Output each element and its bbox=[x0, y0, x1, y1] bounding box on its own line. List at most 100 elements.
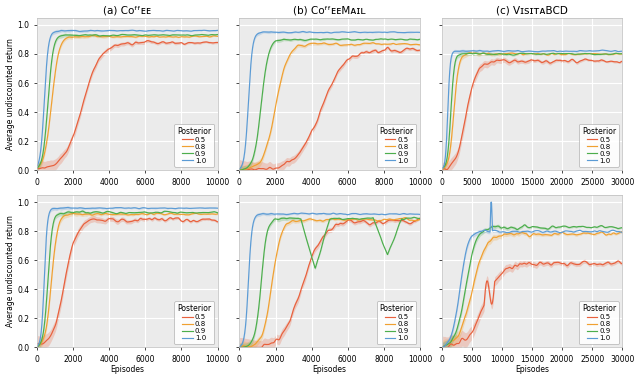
Y-axis label: Average undiscounted return: Average undiscounted return bbox=[6, 215, 15, 327]
Legend: 0.5, 0.8, 0.9, 1.0: 0.5, 0.8, 0.9, 1.0 bbox=[377, 124, 417, 166]
1.0 bbox=[511, 229, 519, 234]
0.9 bbox=[518, 51, 525, 55]
1.0 bbox=[33, 164, 41, 169]
Line: 0.9: 0.9 bbox=[239, 39, 420, 170]
0.9 bbox=[511, 52, 519, 57]
1.0 bbox=[236, 345, 243, 349]
0.8 bbox=[157, 211, 165, 216]
X-axis label: Episodes: Episodes bbox=[313, 366, 347, 374]
Legend: 0.5, 0.8, 0.9, 1.0: 0.5, 0.8, 0.9, 1.0 bbox=[377, 301, 417, 344]
1.0 bbox=[33, 344, 41, 348]
0.8 bbox=[579, 52, 586, 56]
1.0 bbox=[157, 206, 165, 211]
0.9 bbox=[315, 254, 323, 259]
0.5 bbox=[562, 59, 570, 63]
0.5 bbox=[581, 57, 589, 61]
Legend: 0.5, 0.8, 0.9, 1.0: 0.5, 0.8, 0.9, 1.0 bbox=[579, 301, 619, 344]
0.5 bbox=[308, 127, 316, 132]
0.5 bbox=[254, 166, 262, 171]
0.5 bbox=[562, 263, 570, 267]
1.0 bbox=[562, 49, 570, 53]
0.9 bbox=[33, 345, 41, 349]
0.9 bbox=[380, 243, 387, 247]
0.9 bbox=[214, 211, 221, 215]
1.0 bbox=[298, 211, 305, 215]
1.0 bbox=[360, 212, 367, 216]
Line: 0.8: 0.8 bbox=[37, 35, 218, 168]
0.9 bbox=[157, 211, 165, 215]
0.8 bbox=[52, 241, 60, 245]
0.5 bbox=[376, 49, 384, 54]
0.8 bbox=[380, 42, 388, 46]
0.5 bbox=[214, 220, 221, 224]
0.9 bbox=[579, 52, 586, 56]
0.5 bbox=[518, 59, 525, 63]
0.9 bbox=[52, 39, 60, 44]
1.0 bbox=[582, 229, 590, 234]
0.8 bbox=[466, 51, 474, 55]
0.8 bbox=[401, 215, 409, 220]
1.0 bbox=[376, 30, 384, 35]
0.8 bbox=[308, 217, 316, 222]
1.0 bbox=[236, 167, 243, 171]
0.8 bbox=[511, 51, 519, 56]
0.9 bbox=[177, 33, 185, 37]
0.9 bbox=[315, 37, 323, 42]
0.5 bbox=[106, 46, 114, 51]
1.0 bbox=[456, 285, 464, 289]
1.0 bbox=[376, 212, 384, 217]
0.9 bbox=[174, 33, 182, 37]
0.5 bbox=[582, 259, 589, 264]
0.9 bbox=[33, 166, 41, 170]
0.8 bbox=[360, 41, 367, 46]
0.8 bbox=[239, 168, 246, 172]
0.9 bbox=[562, 224, 570, 228]
0.9 bbox=[214, 32, 221, 37]
0.9 bbox=[174, 211, 182, 215]
Line: 0.8: 0.8 bbox=[239, 218, 420, 347]
1.0 bbox=[214, 28, 221, 33]
1.0 bbox=[316, 30, 323, 35]
Line: 1.0: 1.0 bbox=[239, 213, 420, 347]
Line: 0.8: 0.8 bbox=[442, 53, 622, 170]
Line: 0.8: 0.8 bbox=[239, 43, 420, 170]
0.5 bbox=[315, 113, 323, 118]
1.0 bbox=[177, 206, 185, 211]
1.0 bbox=[456, 49, 464, 54]
0.5 bbox=[614, 259, 622, 263]
0.9 bbox=[236, 168, 243, 173]
1.0 bbox=[52, 206, 60, 211]
1.0 bbox=[380, 212, 387, 217]
0.9 bbox=[106, 33, 114, 38]
0.9 bbox=[410, 215, 418, 220]
0.5 bbox=[360, 218, 367, 223]
0.5 bbox=[157, 217, 165, 221]
1.0 bbox=[127, 28, 135, 32]
0.8 bbox=[113, 212, 120, 217]
0.5 bbox=[174, 215, 182, 220]
1.0 bbox=[518, 230, 525, 234]
0.9 bbox=[52, 214, 60, 219]
0.9 bbox=[582, 51, 590, 56]
0.8 bbox=[517, 230, 525, 235]
0.9 bbox=[456, 315, 464, 319]
0.9 bbox=[308, 37, 316, 41]
0.5 bbox=[308, 253, 316, 257]
0.9 bbox=[360, 216, 367, 221]
0.9 bbox=[517, 225, 525, 230]
0.9 bbox=[511, 226, 518, 230]
0.5 bbox=[214, 40, 221, 45]
0.9 bbox=[376, 234, 384, 238]
1.0 bbox=[308, 30, 316, 35]
1.0 bbox=[582, 49, 589, 53]
0.9 bbox=[308, 257, 316, 262]
0.8 bbox=[562, 232, 570, 236]
0.5 bbox=[52, 162, 60, 166]
1.0 bbox=[438, 345, 445, 350]
0.9 bbox=[618, 51, 626, 56]
1.0 bbox=[618, 49, 626, 54]
0.5 bbox=[38, 342, 45, 346]
0.5 bbox=[511, 58, 519, 62]
1.0 bbox=[511, 49, 518, 54]
0.9 bbox=[118, 32, 126, 37]
